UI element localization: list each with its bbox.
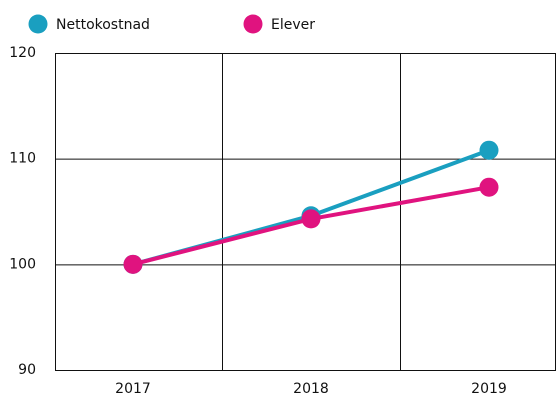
x-tick-label: 2018 bbox=[293, 381, 329, 397]
x-tick-label: 2017 bbox=[115, 381, 151, 397]
point bbox=[479, 177, 499, 197]
legend-marker bbox=[28, 14, 48, 34]
point bbox=[479, 140, 499, 160]
y-tick-label: 120 bbox=[9, 45, 36, 61]
y-tick-label: 90 bbox=[18, 362, 36, 378]
y-tick-label: 110 bbox=[9, 151, 36, 167]
legend-marker bbox=[243, 14, 263, 34]
legend-label: Nettokostnad bbox=[56, 17, 150, 33]
x-tick-label: 2019 bbox=[471, 381, 507, 397]
point bbox=[123, 254, 143, 274]
point bbox=[301, 209, 321, 229]
legend-label: Elever bbox=[271, 17, 315, 33]
y-tick-label: 100 bbox=[9, 256, 36, 272]
